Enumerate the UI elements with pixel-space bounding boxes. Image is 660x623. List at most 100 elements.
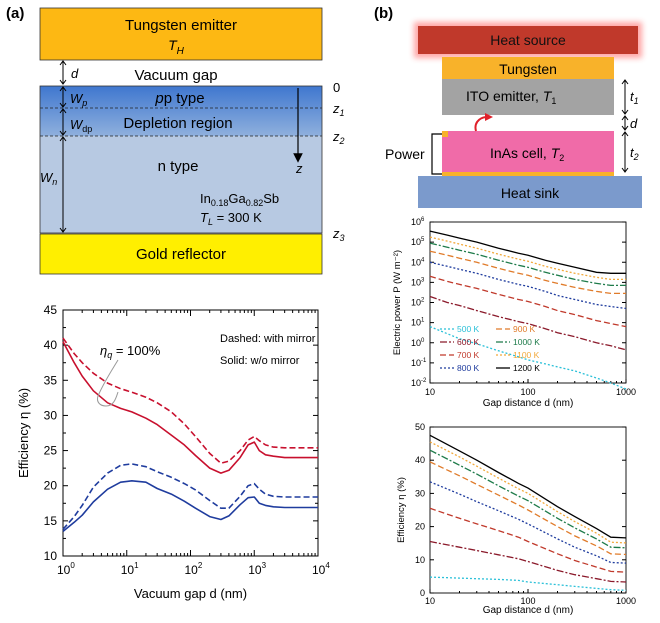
y-tick-label: 30 [415, 488, 425, 498]
panel-a-annotations: Dashed: with mirror Solid: w/o mirror ηq… [97, 333, 316, 407]
label-b: (b) [374, 5, 393, 22]
power-label: Power [385, 146, 425, 162]
y-tick-label: 103 [411, 277, 425, 287]
w-arrow-heads [59, 86, 67, 233]
inas-label: InAs cell, T2 [490, 145, 564, 163]
heat-source-label: Heat source [490, 32, 566, 48]
inas-cell-block [442, 131, 614, 173]
n-type-layer [40, 136, 322, 233]
series-line-2 [62, 463, 318, 530]
y-tick-label: 102 [411, 298, 425, 308]
eta-q-annotation: ηq = 100% [100, 343, 161, 360]
series-line-6 [429, 236, 626, 281]
wn-label: Wn [40, 170, 57, 187]
x-tick-label: 1000 [616, 387, 636, 397]
contact-top-left [442, 131, 448, 137]
series-line-4 [429, 250, 626, 295]
y-tick-label: 10-2 [411, 378, 427, 388]
series-line-5 [429, 242, 626, 287]
series-line-7 [429, 230, 626, 274]
d-gap-label: d [630, 116, 638, 131]
n-type-label: n type [158, 158, 199, 175]
y-axis-label: Electric power P (W m⁻²) [392, 250, 403, 355]
series-line-3 [62, 480, 318, 533]
y-tick-label: 105 [411, 237, 425, 247]
photon-arrow-head [485, 113, 493, 121]
y-tick-label: 0 [420, 588, 425, 598]
legend-label: 900 K [513, 324, 536, 334]
emitter-label: Tungsten emitter [125, 17, 237, 34]
legend-label: 700 K [457, 350, 480, 360]
x-tick-label: 104 [312, 561, 330, 577]
heat-sink-label: Heat sink [501, 185, 560, 201]
x-tick-label: 102 [185, 561, 203, 577]
t2-label: t2 [630, 145, 639, 162]
tungsten-emitter-block [39, 7, 323, 61]
gold-reflector-block [39, 233, 323, 275]
y-tick-label: 100 [411, 338, 425, 348]
legend-label: 1000 K [513, 337, 540, 347]
x-axis-label: Gap distance d (nm) [483, 398, 574, 409]
d-arrow-heads [59, 60, 67, 85]
series-line-2 [429, 507, 627, 573]
series-line-0 [62, 337, 318, 464]
legend-label: 1200 K [513, 363, 540, 373]
heat-source-block [418, 26, 638, 54]
y-tick-label: 40 [415, 455, 425, 465]
z3-label: z3 [332, 226, 345, 243]
x-tick-label: 1000 [616, 596, 636, 606]
tungsten-block [442, 57, 614, 79]
legend-label: 1100 K [513, 350, 540, 360]
y-tick-label: 106 [411, 217, 425, 227]
y-tick-label: 101 [411, 318, 425, 328]
tl-label: TL = 300 K [200, 210, 262, 227]
legend-solid: Solid: w/o mirror [220, 355, 300, 367]
t1-label: t1 [630, 89, 639, 106]
series-line-7 [429, 434, 627, 539]
ito-emitter-block [442, 79, 614, 115]
material-label: In0.18Ga0.82Sb [200, 191, 279, 208]
y-tick-label: 50 [415, 422, 425, 432]
legend-label: 800 K [457, 363, 480, 373]
legend-dashed: Dashed: with mirror [220, 333, 316, 345]
series-line-0 [429, 576, 627, 591]
label-a: (a) [6, 5, 24, 22]
y-tick-label: 15 [44, 514, 58, 528]
y-tick-label: 20 [415, 522, 425, 532]
series-line-1 [62, 341, 318, 474]
series-line-1 [429, 540, 627, 583]
z-axis-label: z [295, 161, 303, 176]
y-tick-label: 45 [44, 303, 58, 317]
z1-label: z1 [332, 101, 345, 118]
series-line-1 [429, 295, 627, 351]
panel-a-efficiency-chart: 10 15 20 25 30 35 40 45 100 101 102 103 104 Vacuum ga… [16, 303, 330, 601]
y-axis-label: Efficiency η (%) [396, 477, 407, 543]
y-tick-label: 10-1 [411, 358, 427, 368]
power-circuit [431, 133, 442, 175]
panel-b-schematic: Heat source Tungsten ITO emitter, T1 InA… [385, 22, 642, 208]
y-tick-label: 10 [415, 555, 425, 565]
series-line-4 [429, 461, 627, 556]
panel-b-power-chart: 10-2 10-1 100 101 102 103 104 105 106 10 100 1000 Ga… [392, 217, 636, 409]
d-label: d [71, 66, 79, 81]
ito-label: ITO emitter, T1 [466, 88, 556, 106]
x-tick-label: 100 [520, 387, 535, 397]
heat-sink-block [418, 176, 642, 208]
series-line-3 [429, 481, 627, 564]
x-axis-label: Gap distance d (nm) [483, 605, 574, 616]
x-tick-label: 10 [425, 387, 435, 397]
emitter-temperature: TH [168, 37, 185, 57]
x-tick-label: 101 [121, 561, 139, 577]
y-tick-label: 20 [44, 479, 58, 493]
series-line-6 [429, 441, 627, 544]
contact-bottom [442, 172, 614, 176]
x-tick-label: 10 [425, 596, 435, 606]
tungsten-label: Tungsten [499, 61, 557, 77]
panel-a-schematic: Tungsten emitter TH d Vacuum gap pp type… [39, 7, 345, 275]
y-tick-label: 35 [44, 373, 58, 387]
p-type-label: pp type [154, 90, 204, 107]
p-type-layer [40, 86, 322, 136]
wp-label: Wp [70, 91, 87, 108]
y-tick-label: 104 [411, 257, 425, 267]
